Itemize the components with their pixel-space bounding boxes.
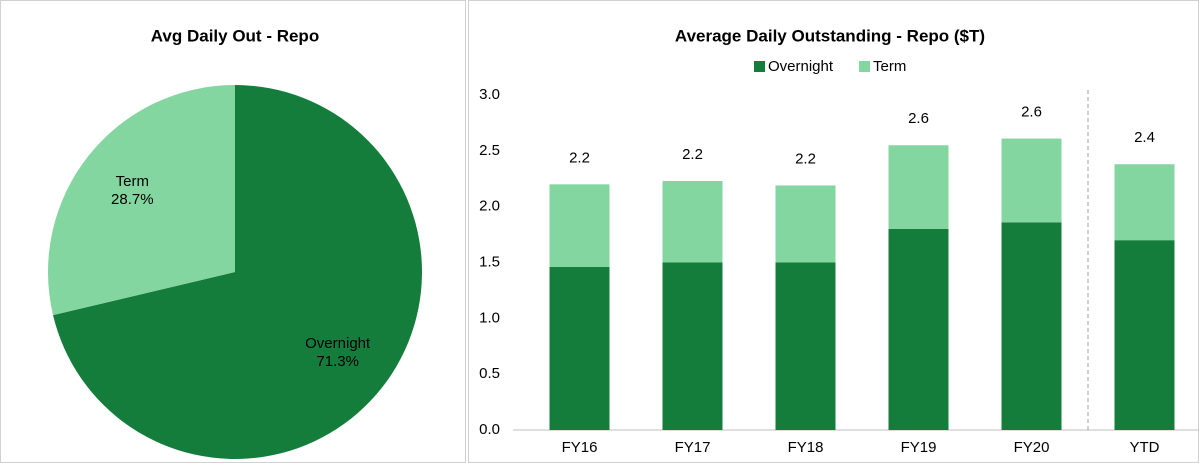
bar-segment	[888, 145, 949, 229]
y-tick-label: 3.0	[479, 86, 500, 103]
pie-slice	[53, 85, 422, 459]
y-tick-label: 1.0	[479, 309, 500, 326]
bar-segment	[888, 229, 949, 430]
total-label: 2.2	[569, 149, 590, 166]
bar-segment	[775, 185, 836, 263]
legend-label: Term	[873, 58, 906, 75]
bar-segment	[549, 184, 610, 267]
x-tick-label: FY16	[562, 439, 598, 456]
slice-value: 71.3%	[316, 353, 359, 370]
y-tick-label: 0.5	[479, 365, 500, 382]
bar-segment	[549, 266, 610, 430]
x-tick-label: FY19	[901, 439, 937, 456]
slice-label: Overnight	[305, 335, 371, 352]
total-label: 2.2	[682, 146, 703, 163]
bar-segment	[1114, 240, 1175, 430]
legend-label: Overnight	[768, 58, 834, 75]
bar-segment	[662, 180, 723, 263]
total-label: 2.2	[795, 150, 816, 167]
bar-segment	[1001, 138, 1062, 223]
total-label: 2.4	[1134, 129, 1155, 146]
total-label: 2.6	[908, 110, 929, 127]
slice-label: Term	[116, 173, 149, 190]
legend-swatch	[859, 61, 871, 72]
x-tick-label: YTD	[1130, 439, 1160, 456]
bar-segment	[662, 262, 723, 430]
bar-segment	[1001, 222, 1062, 430]
y-tick-label: 0.0	[479, 421, 500, 438]
bar-segment	[775, 262, 836, 430]
slice-value: 28.7%	[111, 191, 154, 208]
y-tick-label: 1.5	[479, 253, 500, 270]
total-label: 2.6	[1021, 104, 1042, 121]
pie-slice	[47, 85, 236, 316]
legend-swatch	[754, 61, 765, 72]
y-tick-label: 2.5	[479, 142, 500, 159]
bar-segment	[1114, 164, 1175, 241]
x-tick-label: FY20	[1014, 439, 1050, 456]
x-tick-label: FY17	[675, 439, 711, 456]
x-tick-label: FY18	[788, 439, 824, 456]
y-tick-label: 2.0	[479, 198, 500, 215]
pie-title: Avg Daily Out - Repo	[151, 26, 319, 45]
bar-title: Average Daily Outstanding - Repo ($T)	[675, 26, 985, 45]
